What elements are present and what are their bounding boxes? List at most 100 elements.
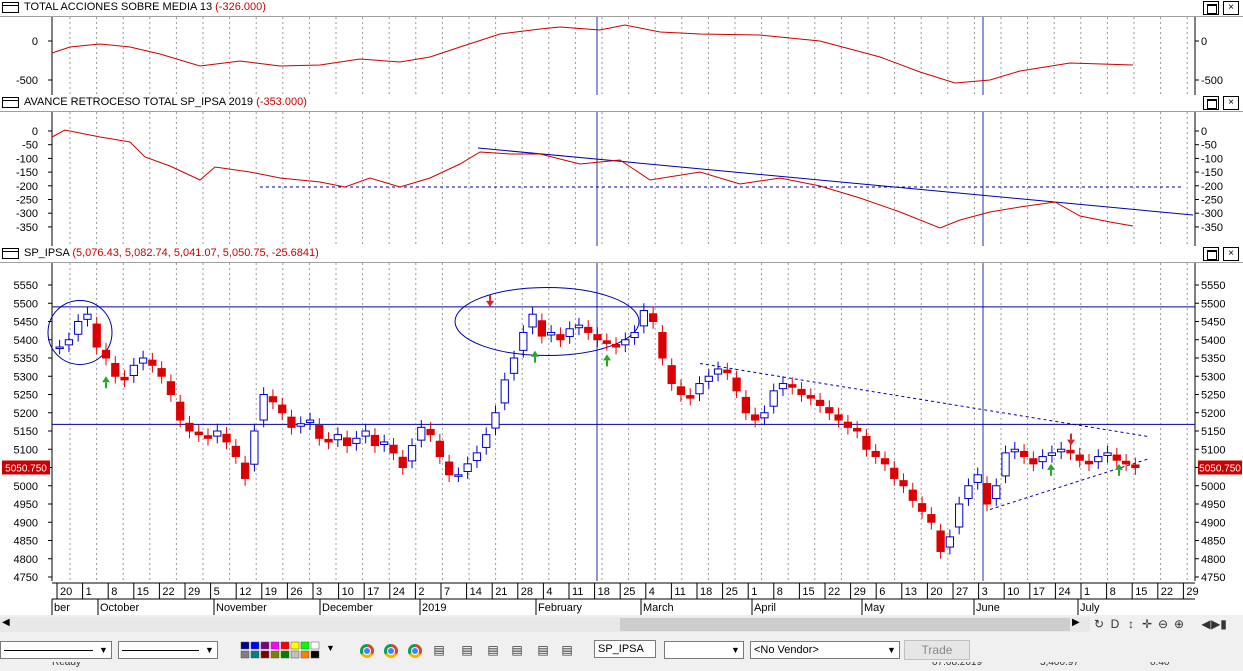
candle-body <box>955 503 964 528</box>
panel2-title: AVANCE RETROCESO TOTAL SP_IPSA 2019 <box>24 96 254 108</box>
browser-icon[interactable] <box>408 644 422 658</box>
color-palette[interactable] <box>240 641 324 659</box>
move-icon[interactable]: ✛ <box>1141 617 1153 631</box>
y-tick-label: 5150 <box>14 426 38 438</box>
panel1-title: TOTAL ACCIONES SOBRE MEDIA 13 <box>24 1 213 13</box>
zoom-out-icon[interactable]: ⊖ <box>1157 617 1169 631</box>
line-style-select[interactable]: ▼ <box>0 641 112 659</box>
color-swatch <box>310 641 320 650</box>
refresh-icon[interactable]: ↻ <box>1093 617 1105 631</box>
candle-body <box>741 396 751 414</box>
panel2-chart[interactable]: 0 0-50 -50-100 -100-150 -150-200 -200-250 -250… <box>0 112 1243 246</box>
panel3-maximize-button[interactable] <box>1203 247 1219 261</box>
layout-icon[interactable]: ▤ <box>561 643 573 657</box>
candle-body <box>686 395 695 399</box>
panel3-close-button[interactable]: × <box>1223 247 1239 261</box>
candle-body <box>64 339 74 346</box>
panel-menu-icon[interactable] <box>2 248 19 259</box>
candle-body <box>806 395 815 399</box>
status-value: 3,400.97 <box>1040 662 1079 668</box>
horizontal-scrollbar[interactable]: ◀ ▶ <box>0 617 1090 632</box>
x-tick-label: 29 <box>1186 586 1198 598</box>
y-tick-label: 5500 <box>14 298 38 310</box>
color-swatch <box>250 641 260 650</box>
layout-icon[interactable]: ▤ <box>537 643 549 657</box>
x-tick-label: 20 <box>930 586 942 598</box>
sell-arrow-icon <box>1067 439 1075 446</box>
candle-body <box>546 331 556 336</box>
layout-icon[interactable]: ▤ <box>487 643 499 657</box>
panel-menu-icon[interactable] <box>2 97 19 108</box>
candle-body <box>630 331 639 339</box>
candle-body <box>621 339 630 346</box>
zoom-in-icon[interactable]: ⊕ <box>1173 617 1185 631</box>
trendline-lower <box>989 457 1151 510</box>
browser-icon[interactable] <box>360 644 374 658</box>
y-tick-label-right: -350 <box>1201 222 1223 234</box>
candle-body <box>1075 454 1084 461</box>
resize-vertical-icon[interactable]: ↕ <box>1128 617 1134 631</box>
candle-body <box>667 365 676 385</box>
x-tick-label: 1 <box>86 586 92 598</box>
panel1-chart[interactable]: 0 0 -500 -500 <box>0 17 1243 95</box>
panel2-close-button[interactable]: × <box>1223 96 1239 110</box>
candle-body <box>101 349 111 359</box>
line-width-select[interactable]: ▼ <box>118 641 218 659</box>
candle-body <box>389 444 398 454</box>
layout-icon[interactable]: ▤ <box>511 643 523 657</box>
browser-icon[interactable] <box>384 644 398 658</box>
candle-body <box>1019 450 1029 458</box>
x-tick-label: 11 <box>674 586 685 598</box>
color-swatch <box>260 641 270 650</box>
y-tick-label: 5100 <box>14 444 38 456</box>
candle-body <box>491 412 500 429</box>
candle-body <box>361 430 370 437</box>
candle-body <box>704 375 713 382</box>
y-tick-label: 0 <box>32 36 38 48</box>
x-tick-label: 3 <box>982 586 988 598</box>
panel1-maximize-button[interactable] <box>1203 1 1219 15</box>
candle-body <box>185 422 194 432</box>
scroll-end-icon[interactable]: ▶▮ <box>1211 617 1227 631</box>
layout-icon[interactable]: ▤ <box>433 643 445 657</box>
scroll-prev-icon[interactable]: ◀ <box>1201 617 1211 631</box>
color-swatch <box>280 641 290 650</box>
interval-select[interactable]: ▼ <box>664 641 744 659</box>
candle-body <box>1131 464 1140 469</box>
month-label: November <box>216 602 267 614</box>
series-line <box>51 24 1134 84</box>
trade-button[interactable]: Trade <box>904 640 970 660</box>
candle-body <box>927 514 936 523</box>
layout-icon[interactable]: ▤ <box>461 643 473 657</box>
x-tick-label: 6 <box>879 586 885 598</box>
x-tick-label: 21 <box>495 586 507 598</box>
color-swatch <box>300 650 310 659</box>
palette-chevron-down-icon[interactable]: ▼ <box>326 643 335 653</box>
panel1-close-button[interactable]: × <box>1223 1 1239 15</box>
scroll-left-icon[interactable]: ◀ <box>2 617 10 628</box>
candle-body <box>278 404 287 414</box>
candle-body <box>815 399 825 406</box>
candle-body <box>55 346 64 350</box>
panel2-maximize-button[interactable] <box>1203 96 1219 110</box>
panel1-value: (-326.000) <box>215 1 266 13</box>
status-bar: Ready 07.08.2019 3,400.97 0.40 <box>0 662 1243 671</box>
candle-body <box>333 434 342 441</box>
x-tick-label: 19 <box>265 586 277 598</box>
candle-body <box>259 394 268 421</box>
panel-menu-icon[interactable] <box>2 2 19 13</box>
candle-body <box>1047 452 1057 456</box>
scrollbar-thumb[interactable] <box>620 618 1070 631</box>
candle-body <box>825 407 834 414</box>
panel1-header: TOTAL ACCIONES SOBRE MEDIA 13 (-326.000)… <box>0 0 1243 17</box>
y-tick-label-right: 5300 <box>1201 371 1225 383</box>
symbol-field[interactable]: SP_IPSA <box>594 640 656 658</box>
month-label: October <box>100 602 139 614</box>
vendor-select[interactable]: <No Vendor> ▼ <box>750 641 900 659</box>
y-tick-label-right: 5100 <box>1201 444 1225 456</box>
x-tick-label: 24 <box>393 586 405 598</box>
daily-icon[interactable]: D <box>1110 617 1120 631</box>
panel2-header: AVANCE RETROCESO TOTAL SP_IPSA 2019 (-35… <box>0 95 1243 112</box>
scroll-right-icon[interactable]: ▶ <box>1072 617 1080 628</box>
